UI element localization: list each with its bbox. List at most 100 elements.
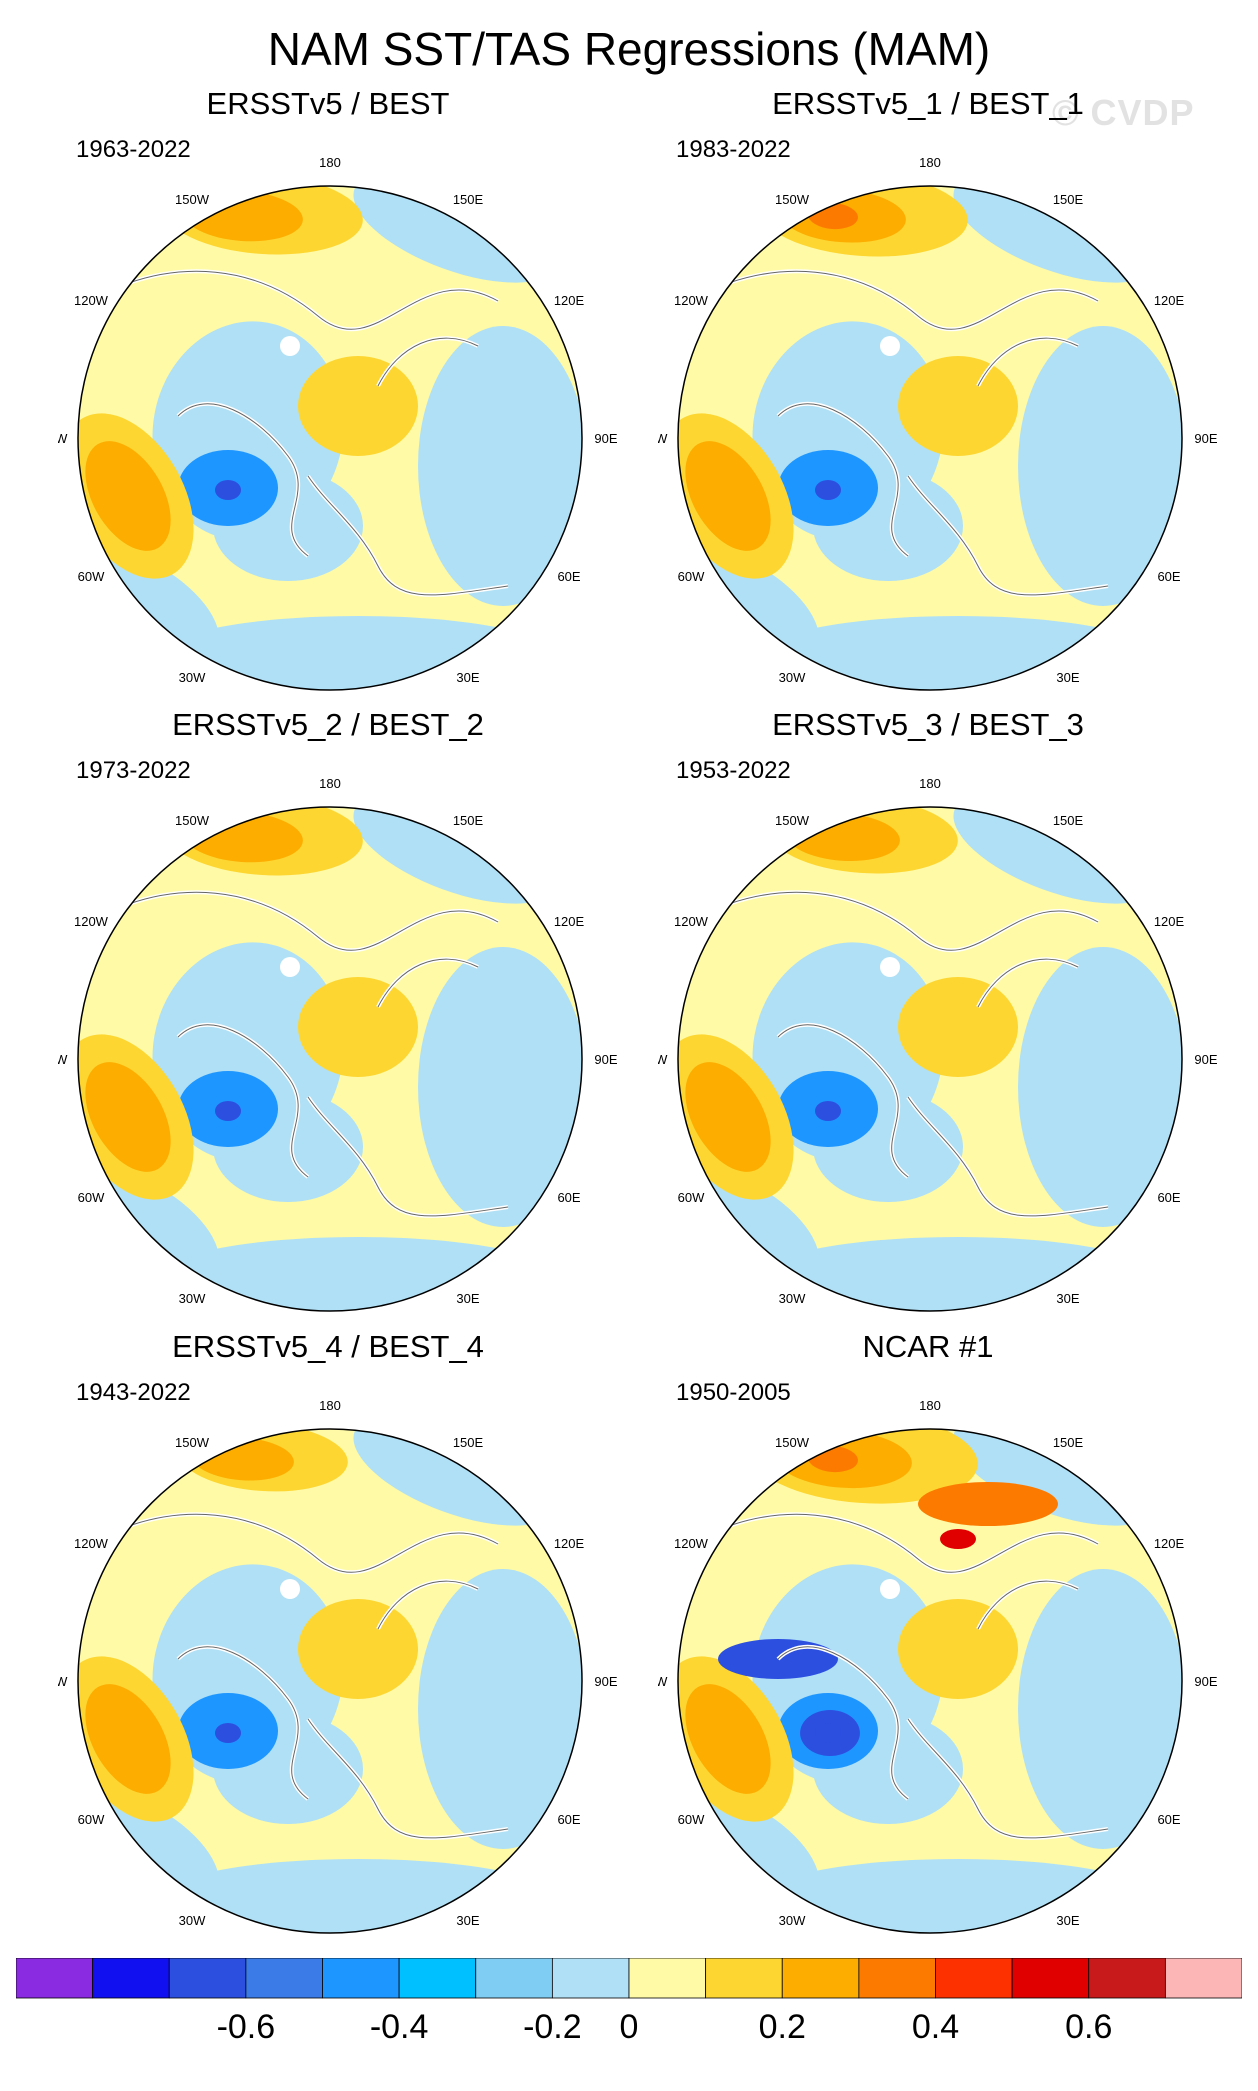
longitude-label: 60W [678, 569, 705, 584]
longitude-label: 120E [554, 914, 585, 929]
negative-peak-labrador [215, 480, 241, 500]
longitude-label: 180 [919, 155, 941, 170]
longitude-label: 120W [74, 1536, 109, 1551]
polar-map: 180150E120E90E60E30E030W60W90W120W150W [658, 776, 1218, 1312]
field-layer [78, 807, 582, 1311]
map-panel-5: 180150E120E90E60E30E030W60W90W120W150W E… [58, 1329, 618, 1934]
polar-map: 180150E120E90E60E30E030W60W90W120W150W [58, 776, 618, 1312]
longitude-label: 150E [1053, 813, 1084, 828]
polar-map: 180150E120E90E60E30E030W60W90W120W150W [658, 155, 1218, 691]
panel-title: ERSSTv5_1 / BEST_1 [772, 86, 1084, 121]
longitude-label: 90W [658, 1052, 668, 1067]
longitude-label: 60W [78, 1190, 105, 1205]
longitude-label: 150E [1053, 1435, 1084, 1450]
longitude-label: 30W [179, 1913, 206, 1928]
pole-marker [280, 957, 300, 977]
longitude-label: 90W [658, 431, 668, 446]
colorbar-segment [168, 1958, 247, 1999]
negative-peak-labrador [215, 1723, 241, 1743]
colorbar-segment [322, 1958, 400, 1999]
colorbar-tick-label: -0.2 [523, 2008, 582, 2046]
longitude-label: 30W [779, 1291, 806, 1306]
colorbar-tick-label: 0.2 [758, 2008, 806, 2046]
longitude-label: 30E [456, 1291, 479, 1306]
pole-marker [880, 336, 900, 356]
colorbar-tick-label: -0.4 [369, 2008, 429, 2046]
colorbar-segment [475, 1958, 553, 1999]
longitude-label: 120W [674, 1536, 709, 1551]
colorbar-segment [935, 1958, 1013, 1999]
positive-core-atlantic [85, 441, 171, 551]
negative-peak-labrador [815, 1101, 841, 1121]
colorbar-segment [1164, 1958, 1242, 1999]
positive-region-arctic [298, 356, 418, 456]
panel-title: ERSSTv5_4 / BEST_4 [172, 1329, 484, 1364]
negative-region-siberia [418, 1569, 582, 1849]
longitude-label: 120W [74, 293, 109, 308]
panel-years: 1963-2022 [76, 136, 191, 163]
longitude-label: 120E [1154, 1536, 1185, 1551]
negative-region-siberia [418, 326, 582, 606]
longitude-label: 90E [1194, 431, 1217, 446]
longitude-label: 30W [779, 1913, 806, 1928]
cvdp-watermark: © CVDP [1052, 92, 1195, 133]
pole-marker [280, 1579, 300, 1599]
figure-title: NAM SST/TAS Regressions (MAM) [267, 23, 991, 75]
positive-region-arctic [898, 356, 1018, 456]
polar-map: 180150E120E90E60E30E030W60W90W120W150W [58, 1398, 618, 1934]
longitude-label: 120W [674, 914, 709, 929]
colorbar-segment [1088, 1958, 1166, 1999]
longitude-label: 150W [775, 192, 810, 207]
positive-peak-east [940, 1529, 976, 1549]
longitude-label: 30E [456, 670, 479, 685]
panel-years: 1950-2005 [676, 1379, 791, 1406]
longitude-label: 150W [175, 813, 210, 828]
negative-region-subtropics [158, 1237, 558, 1311]
longitude-label: 30W [179, 1291, 206, 1306]
coastline [97, 891, 509, 1217]
colorbar-segment [245, 1958, 323, 1999]
longitude-label: 180 [319, 155, 341, 170]
negative-region-subtropics [158, 1859, 558, 1933]
map-panel-2: 180150E120E90E60E30E030W60W90W120W150W E… [658, 86, 1218, 691]
longitude-label: 120E [1154, 293, 1185, 308]
longitude-label: 120E [1154, 914, 1185, 929]
panel-title: ERSSTv5_2 / BEST_2 [172, 707, 484, 742]
positive-core-atlantic [85, 1062, 171, 1172]
polar-map: 180150E120E90E60E30E030W60W90W120W150W [658, 1398, 1218, 1934]
positive-region-arctic [898, 1599, 1018, 1699]
negative-region-siberia [1018, 947, 1182, 1227]
colorbar-segment [781, 1958, 860, 1999]
longitude-label: 180 [919, 1398, 941, 1413]
colorbar-segment [551, 1958, 630, 1999]
longitude-label: 30E [1056, 1291, 1079, 1306]
longitude-label: 60W [678, 1190, 705, 1205]
positive-core-atlantic [85, 1684, 171, 1794]
map-border [77, 185, 583, 691]
longitude-label: 60E [557, 1812, 580, 1827]
panel-years: 1943-2022 [76, 1379, 191, 1406]
colorbar-tick-label: 0 [619, 2008, 639, 2046]
coastline [697, 891, 1109, 1217]
pole-marker [880, 957, 900, 977]
longitude-label: 150W [775, 1435, 810, 1450]
field-layer [678, 1429, 1182, 1933]
positive-core-atlantic [685, 1684, 771, 1794]
longitude-label: 30W [779, 670, 806, 685]
panel-years: 1953-2022 [676, 757, 791, 784]
longitude-label: 90E [594, 1052, 617, 1067]
map-border [677, 1428, 1183, 1934]
colorbar-segment [16, 1958, 94, 1999]
longitude-label: 180 [319, 1398, 341, 1413]
longitude-label: 180 [919, 776, 941, 791]
longitude-label: 90E [594, 1674, 617, 1689]
longitude-label: 60W [78, 569, 105, 584]
longitude-label: 60E [557, 1190, 580, 1205]
map-border [677, 806, 1183, 1312]
map-panel-3: 180150E120E90E60E30E030W60W90W120W150W E… [58, 707, 618, 1312]
negative-region-siberia [1018, 1569, 1182, 1849]
map-border [77, 1428, 583, 1934]
longitude-label: 60E [1157, 1812, 1180, 1827]
panel-title: ERSSTv5 / BEST [206, 86, 450, 121]
colorbar-segment [705, 1958, 783, 1999]
